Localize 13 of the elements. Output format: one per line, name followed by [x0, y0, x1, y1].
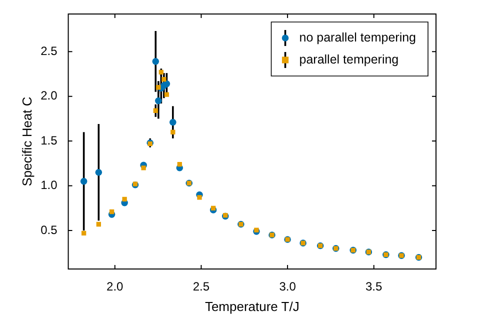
legend-label: parallel tempering — [299, 52, 399, 66]
x-tick-label: 2.5 — [192, 280, 210, 294]
x-tick-label: 3.0 — [279, 280, 296, 294]
y-axis-title: Specific Heat C — [19, 96, 34, 186]
x-tick-label: 3.5 — [366, 280, 383, 294]
x-tick-label: 2.0 — [106, 280, 124, 294]
x-axis-title: Temperature T/J — [204, 298, 300, 314]
legend-label: no parallel tempering — [299, 30, 416, 44]
y-tick-label: 2.5 — [40, 44, 58, 58]
y-tick-label: 1.0 — [40, 178, 58, 192]
y-tick-label: 0.5 — [40, 222, 58, 237]
y-tick-label: 2.0 — [40, 88, 58, 103]
y-tick-label: 1.5 — [40, 133, 58, 148]
